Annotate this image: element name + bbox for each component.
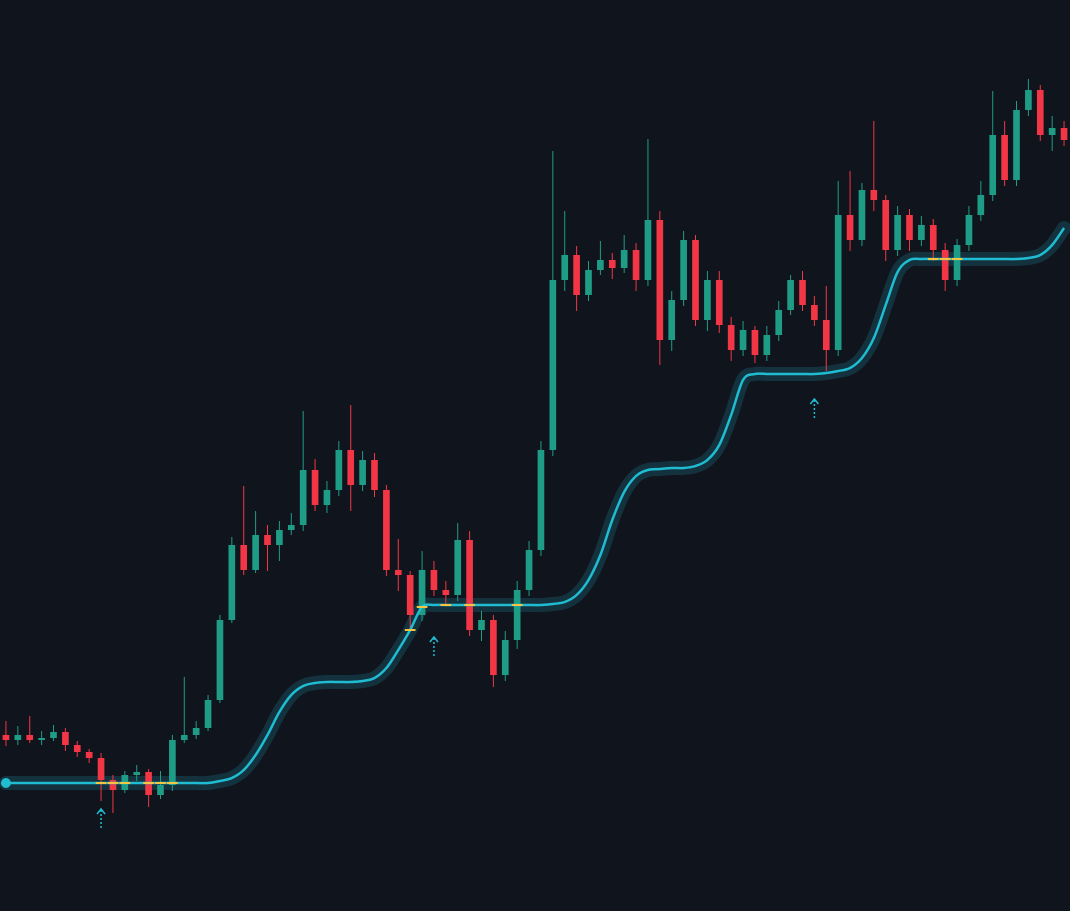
signal-head <box>96 807 106 815</box>
candle-body <box>1036 90 1044 135</box>
candle-body <box>715 280 723 325</box>
candle-body <box>26 735 34 740</box>
candle-body <box>228 545 236 620</box>
candle-body <box>918 225 925 240</box>
candle-body <box>204 700 212 728</box>
candle-body <box>573 255 580 295</box>
candle-body <box>490 620 497 675</box>
candle-body <box>727 325 735 350</box>
candle-body <box>894 215 901 250</box>
candle-body <box>537 450 545 550</box>
candle-body <box>585 270 592 295</box>
candle-body <box>406 575 414 615</box>
candle-body <box>1025 90 1032 110</box>
candle-body <box>276 530 283 545</box>
candle-body <box>656 220 664 340</box>
candle-body <box>977 195 985 215</box>
candle-body <box>299 470 307 525</box>
candle-body <box>394 570 402 575</box>
trail-start <box>0 778 11 788</box>
candle-body <box>38 738 45 740</box>
candle-body <box>704 280 711 320</box>
trail-line <box>5 227 1066 785</box>
candle-body <box>1060 128 1068 140</box>
candle-body <box>14 735 22 740</box>
signal-head <box>809 397 819 405</box>
candle-body <box>799 280 806 305</box>
candle-body <box>180 735 188 740</box>
signal-arrow <box>429 635 439 658</box>
candle-body <box>383 490 390 570</box>
candle-body <box>882 200 890 250</box>
candle-body <box>929 225 937 250</box>
candle-body <box>264 535 271 545</box>
candle-body <box>335 450 343 490</box>
candle-body <box>157 785 164 795</box>
candle-body <box>466 540 473 630</box>
candle-body <box>906 215 913 240</box>
candle-body <box>192 728 200 735</box>
candle-body <box>323 490 331 505</box>
candle-body <box>85 752 93 758</box>
candle-body <box>846 215 854 240</box>
candle-body <box>1048 128 1056 135</box>
candle-body <box>775 310 783 335</box>
candle-body <box>252 535 259 570</box>
candle-body <box>632 250 640 280</box>
candle-body <box>359 460 366 485</box>
candle-body <box>62 732 69 745</box>
candle-body <box>787 280 794 310</box>
candle-body <box>73 745 81 752</box>
candle-body <box>858 190 866 240</box>
candle-body <box>133 772 141 775</box>
candle-body <box>109 780 117 790</box>
candle-body <box>347 450 355 485</box>
candle-body <box>478 620 485 630</box>
candle-body <box>680 240 687 300</box>
candle-body <box>668 300 676 340</box>
candle-body <box>870 190 878 200</box>
candle-body <box>739 330 747 350</box>
candle-body <box>513 590 521 640</box>
candle-body <box>2 735 10 740</box>
candle-body <box>953 245 961 280</box>
candle-body <box>822 320 830 350</box>
candle-body <box>418 570 426 615</box>
candle-body <box>442 590 450 595</box>
candle-body <box>811 305 818 320</box>
candle-body <box>692 240 699 320</box>
candle-body <box>311 470 319 505</box>
signal-arrow <box>809 397 819 420</box>
candle-body <box>501 640 509 675</box>
candle-body <box>430 570 438 590</box>
candle-body <box>549 280 557 450</box>
candle-body <box>1001 135 1008 180</box>
candle-body <box>454 540 462 595</box>
candle-body <box>240 545 248 570</box>
candle-body <box>597 260 604 270</box>
candle-body <box>644 220 652 280</box>
candle-body <box>941 250 949 280</box>
candle-body <box>608 260 616 268</box>
candle-body <box>371 460 378 490</box>
candle-body <box>1013 110 1020 180</box>
candle-body <box>965 215 973 245</box>
candle-body <box>50 732 57 738</box>
candle-body <box>169 740 176 785</box>
candle-body <box>989 135 997 195</box>
candle-body <box>620 250 628 268</box>
candle-body <box>97 758 105 780</box>
candle-body <box>216 620 224 700</box>
candle-body <box>287 525 295 530</box>
candle-body <box>561 255 569 280</box>
candle-body <box>834 215 842 350</box>
signal-arrow <box>96 807 106 830</box>
signal-head <box>429 635 439 643</box>
candle-body <box>751 330 759 355</box>
candle-body <box>763 335 771 355</box>
candle-body <box>525 550 533 590</box>
